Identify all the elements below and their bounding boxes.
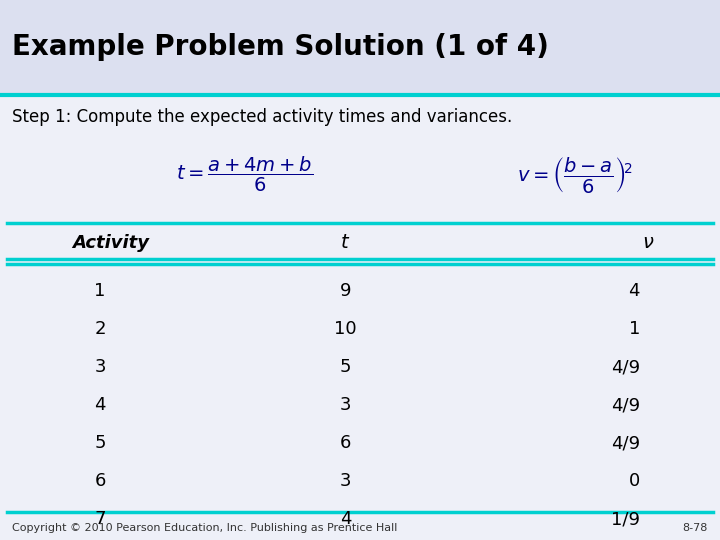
Text: 6: 6	[340, 435, 351, 453]
Text: 0: 0	[629, 472, 640, 490]
Text: $\nu$: $\nu$	[642, 233, 654, 252]
Text: 5: 5	[340, 359, 351, 376]
Text: 2: 2	[94, 321, 106, 339]
Text: 4: 4	[94, 396, 106, 415]
Text: 7: 7	[94, 510, 106, 529]
Text: 6: 6	[94, 472, 106, 490]
Text: Activity: Activity	[72, 233, 149, 252]
Text: Step 1: Compute the expected activity times and variances.: Step 1: Compute the expected activity ti…	[12, 107, 512, 125]
Text: 3: 3	[94, 359, 106, 376]
Text: Copyright © 2010 Pearson Education, Inc. Publishing as Prentice Hall: Copyright © 2010 Pearson Education, Inc.…	[12, 523, 397, 533]
Text: $t$: $t$	[341, 233, 351, 252]
Text: Example Problem Solution (1 of 4): Example Problem Solution (1 of 4)	[12, 33, 549, 61]
Text: $v = \left(\dfrac{b - a}{6}\right)^{\!2}$: $v = \left(\dfrac{b - a}{6}\right)^{\!2}…	[517, 154, 633, 194]
Text: 4/9: 4/9	[611, 359, 640, 376]
Text: 1: 1	[94, 282, 106, 300]
Text: 4: 4	[629, 282, 640, 300]
Text: 4/9: 4/9	[611, 435, 640, 453]
Text: 3: 3	[340, 472, 351, 490]
Text: 1: 1	[629, 321, 640, 339]
Text: 4/9: 4/9	[611, 396, 640, 415]
Text: 9: 9	[340, 282, 351, 300]
Text: 1/9: 1/9	[611, 510, 640, 529]
Text: 5: 5	[94, 435, 106, 453]
Text: 3: 3	[340, 396, 351, 415]
Text: 10: 10	[334, 321, 357, 339]
Text: 4: 4	[340, 510, 351, 529]
Text: $t = \dfrac{a + 4m + b}{6}$: $t = \dfrac{a + 4m + b}{6}$	[176, 155, 314, 194]
Text: 8-78: 8-78	[683, 523, 708, 533]
